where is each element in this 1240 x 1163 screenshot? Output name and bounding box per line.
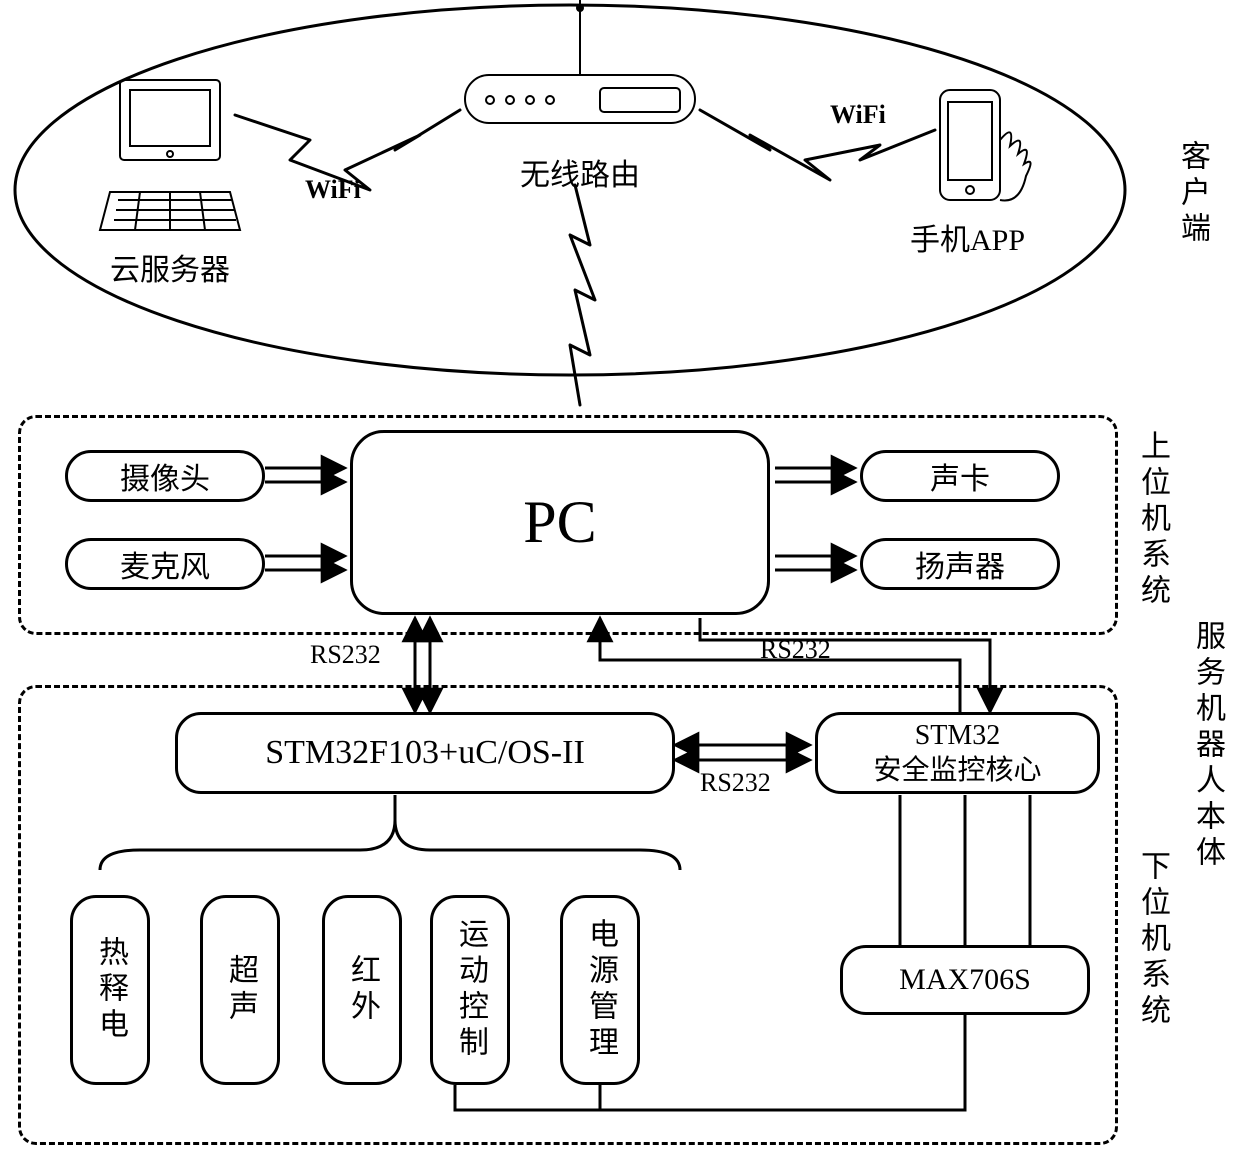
power-node: 电源管理 [560,895,640,1085]
max706s-label: MAX706S [899,963,1031,997]
wifi-label-left: WiFi [305,175,361,205]
safety-node: STM32 安全监控核心 [815,712,1100,794]
camera-label: 摄像头 [120,454,210,498]
max706s-node: MAX706S [840,945,1090,1015]
rs232-label-mcu-safety: RS232 [700,768,771,798]
mic-node: 麦克风 [65,538,265,590]
pc-label: PC [523,488,596,557]
mcu-label: STM32F103+uC/OS-II [265,734,585,772]
router-label: 无线路由 [520,150,640,194]
soundcard-node: 声卡 [860,450,1060,502]
lower-section-label: 下位机系统 [1130,850,1174,1030]
rs232-label-pc-mcu: RS232 [310,640,381,670]
speaker-node: 扬声器 [860,538,1060,590]
motion-label: 运动控制 [448,918,492,1062]
client-section-label: 客户端 [1170,140,1214,248]
pyro-node: 热释电 [70,895,150,1085]
phone-label: 手机APP [910,215,1025,259]
wifi-label-right: WiFi [830,100,886,130]
diagram-stage: 客户端 上位机系统 下位机系统 服务机器人本体 云服务器 无线路由 手机APP … [0,0,1240,1163]
pc-node: PC [350,430,770,615]
ultra-label: 超声 [218,954,262,1026]
motion-node: 运动控制 [430,895,510,1085]
ir-label: 红外 [340,954,384,1026]
soundcard-label: 声卡 [930,454,990,498]
cloud-server-label: 云服务器 [110,245,230,289]
rs232-label-pc-safety: RS232 [760,635,831,665]
mcu-node: STM32F103+uC/OS-II [175,712,675,794]
pyro-label: 热释电 [88,936,132,1044]
speaker-label: 扬声器 [915,542,1005,586]
upper-section-label: 上位机系统 [1130,430,1174,610]
camera-node: 摄像头 [65,450,265,502]
ir-node: 红外 [322,895,402,1085]
mic-label: 麦克风 [120,542,210,586]
safety-sub: 安全监控核心 [873,753,1041,788]
robot-section-label: 服务机器人本体 [1185,620,1229,872]
power-label: 电源管理 [578,918,622,1062]
safety-title: STM32 [915,718,1001,753]
ultra-node: 超声 [200,895,280,1085]
